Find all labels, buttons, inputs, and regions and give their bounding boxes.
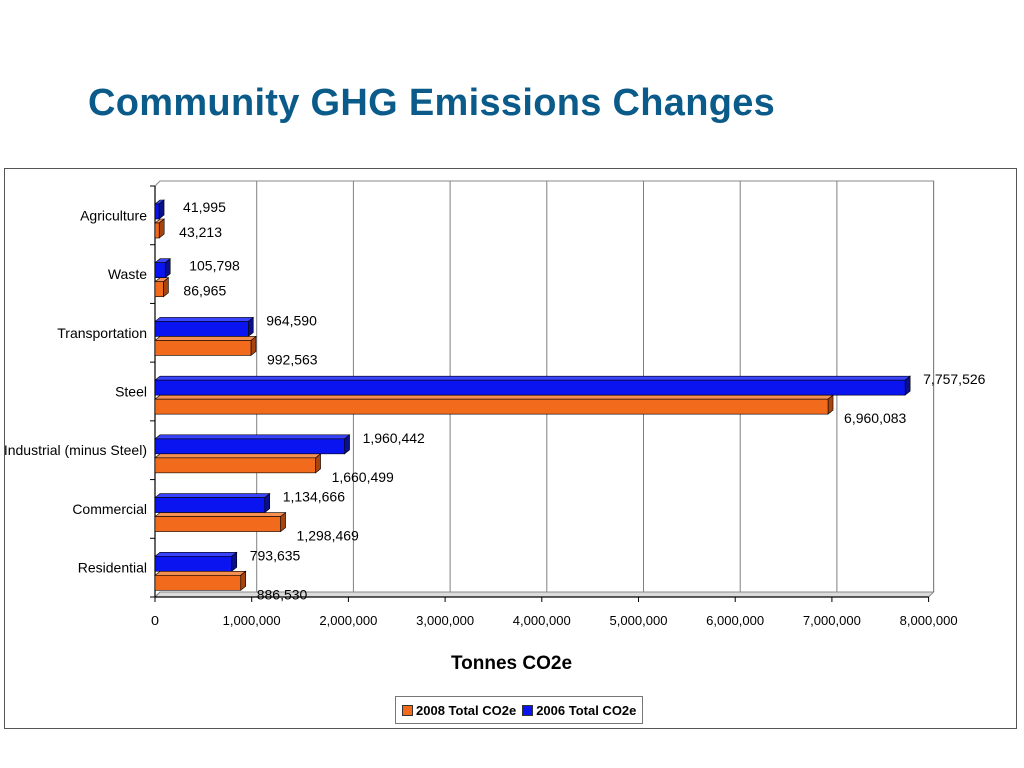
x-tick-label: 5,000,000	[610, 613, 668, 628]
bar-2006	[154, 203, 160, 220]
data-label-2008: 86,965	[183, 283, 226, 299]
bar-2006-top	[154, 493, 271, 498]
category-label: Steel	[115, 384, 147, 400]
x-tick-label: 1,000,000	[223, 613, 281, 628]
x-tick-label: 0	[151, 613, 159, 628]
data-label-2006: 41,995	[183, 199, 226, 215]
bar-2008-top	[154, 570, 247, 576]
bar-2008	[154, 574, 242, 591]
data-label-2008: 43,213	[179, 224, 222, 240]
category-label: Transportation	[57, 325, 147, 341]
data-label-2006: 7,757,526	[923, 371, 985, 387]
category-label: Waste	[108, 266, 147, 282]
bar-2006-top	[154, 375, 912, 381]
legend-swatch-2006	[522, 704, 534, 716]
data-label-2006: 1,134,666	[283, 489, 345, 505]
legend-swatch-2008	[402, 704, 413, 716]
bar-chart: 0 1,000,000 2,000,000 3,000,000 4,000,000 5,0…	[5, 180, 986, 628]
legend-label-2008: 2008 Total CO2e	[416, 702, 517, 718]
x-tick-label: 3,000,000	[416, 613, 474, 628]
legend-item-2006: 2006 Total CO2e	[522, 703, 636, 718]
bar-2006-top	[154, 434, 351, 440]
bar-2008	[154, 281, 164, 298]
data-label-2008: 992,563	[267, 351, 318, 367]
bar-2006-top	[154, 317, 255, 322]
data-label-2006: 1,960,442	[363, 430, 425, 446]
bar-2006	[154, 555, 233, 572]
bar-2006	[154, 438, 345, 455]
bar-2008	[154, 340, 252, 356]
bar-2008	[154, 457, 316, 474]
bar-2008	[154, 398, 829, 415]
x-tick-label: 7,000,000	[803, 613, 861, 628]
bar-2008-top	[154, 394, 834, 400]
data-label-2006: 964,590	[266, 312, 317, 328]
bar-2008-top	[154, 453, 322, 459]
bar-2006	[154, 379, 906, 396]
bar-2006	[154, 497, 266, 513]
category-label: Industrial (minus Steel)	[5, 442, 147, 458]
category-label: Commercial	[72, 501, 147, 517]
legend: 2008 Total CO2e 2006 Total CO2e	[395, 696, 644, 724]
x-axis-title: Tonnes CO2e	[450, 653, 573, 674]
chart-area: 0 1,000,000 2,000,000 3,000,000 4,000,000 5,0…	[4, 168, 1017, 729]
bar-2008	[154, 516, 281, 532]
bar-2008	[154, 222, 160, 239]
bar-2006	[154, 321, 249, 337]
data-label-2008: 1,298,469	[297, 528, 359, 544]
data-label-2008: 886,530	[257, 586, 308, 602]
bar-2008-top	[154, 336, 257, 341]
data-label-2008: 6,960,083	[844, 410, 906, 426]
legend-item-2008: 2008 Total CO2e	[402, 703, 516, 718]
bar-2006-top	[154, 551, 238, 557]
category-label: Agriculture	[80, 207, 147, 223]
legend-label-2006: 2006 Total CO2e	[536, 702, 637, 718]
x-tick-label: 4,000,000	[513, 613, 571, 628]
data-label-2008: 1,660,499	[332, 469, 394, 485]
category-label: Residential	[78, 560, 147, 576]
page-title: Community GHG Emissions Changes	[88, 82, 776, 124]
data-label-2006: 793,635	[250, 547, 301, 563]
x-tick-label: 2,000,000	[319, 613, 377, 628]
x-tick-label: 6,000,000	[706, 613, 764, 628]
data-label-2006: 105,798	[189, 258, 240, 274]
bar-2006	[154, 262, 166, 279]
x-tick-label: 8,000,000	[900, 613, 958, 628]
bar-2008-top	[154, 512, 287, 517]
